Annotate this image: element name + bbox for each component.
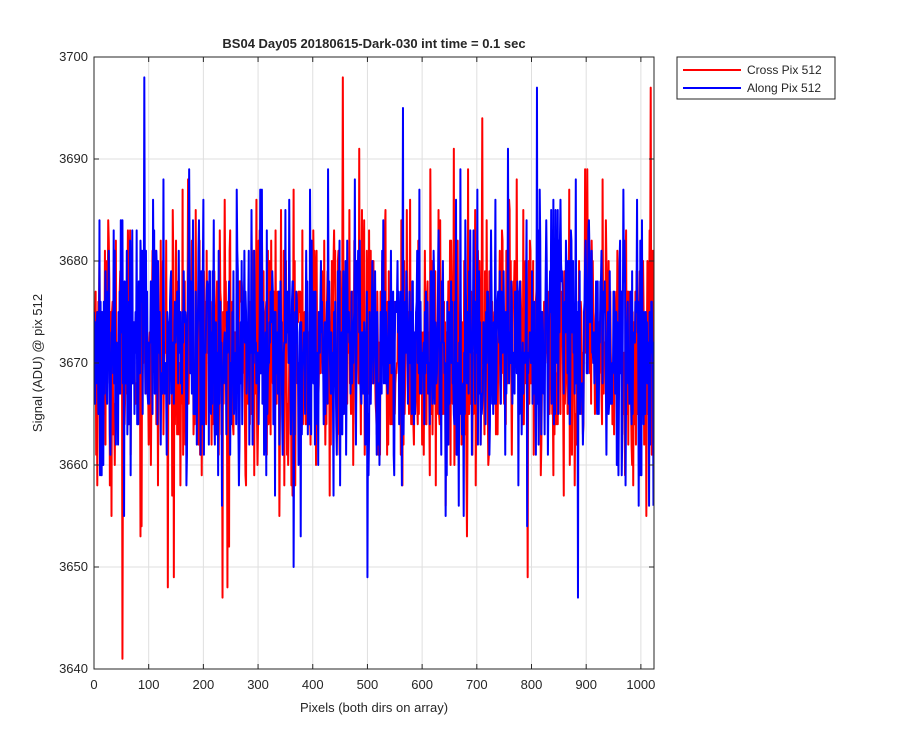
y-tick-label: 3660 bbox=[59, 457, 88, 472]
x-tick-label: 900 bbox=[575, 677, 597, 692]
axis-ticks: 0 100 200 300 400 500 600 700 800 900 1000 3640 3650… bbox=[59, 49, 655, 692]
x-tick-label: 300 bbox=[247, 677, 269, 692]
x-tick-label: 500 bbox=[357, 677, 379, 692]
chart-title: BS04 Day05 20180615-Dark-030 int time = … bbox=[222, 36, 525, 51]
legend: Cross Pix 512 Along Pix 512 bbox=[676, 56, 836, 100]
x-tick-label: 1000 bbox=[626, 677, 655, 692]
series-line-along-pix-512 bbox=[94, 76, 654, 599]
y-tick-label: 3700 bbox=[59, 49, 88, 64]
y-tick-label: 3680 bbox=[59, 253, 88, 268]
x-tick-label: 100 bbox=[138, 677, 160, 692]
y-tick-label: 3690 bbox=[59, 151, 88, 166]
legend-box bbox=[676, 56, 836, 100]
x-tick-label: 800 bbox=[521, 677, 543, 692]
x-tick-label: 200 bbox=[193, 677, 215, 692]
x-tick-label: 400 bbox=[302, 677, 324, 692]
x-tick-label: 700 bbox=[466, 677, 488, 692]
x-tick-label: 0 bbox=[90, 677, 97, 692]
y-tick-label: 3640 bbox=[59, 661, 88, 676]
y-axis-label: Signal (ADU) @ pix 512 bbox=[30, 294, 45, 432]
x-axis-label: Pixels (both dirs on array) bbox=[300, 700, 448, 715]
series-layer bbox=[94, 76, 654, 660]
legend-label-cross: Cross Pix 512 bbox=[747, 63, 822, 77]
y-tick-label: 3650 bbox=[59, 559, 88, 574]
y-tick-label: 3670 bbox=[59, 355, 88, 370]
x-tick-label: 600 bbox=[411, 677, 433, 692]
legend-label-along: Along Pix 512 bbox=[747, 81, 821, 95]
